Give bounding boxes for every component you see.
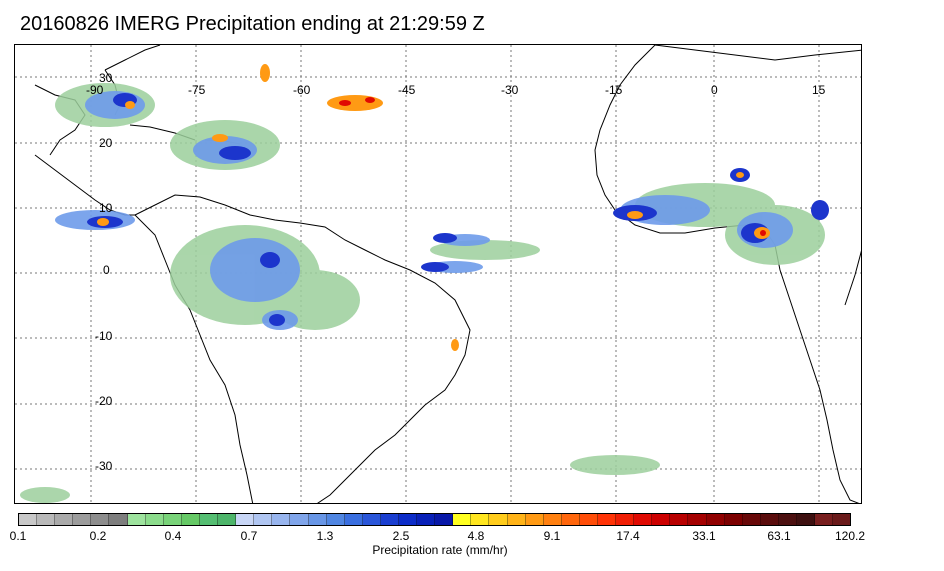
precipitation-colorbar — [18, 513, 851, 526]
colorbar-swatch — [272, 514, 291, 525]
lon-label: 15 — [812, 83, 826, 97]
lon-label: -15 — [605, 83, 623, 97]
colorbar-swatch — [760, 514, 779, 525]
colorbar-swatch — [19, 514, 38, 525]
colorbar-swatch — [742, 514, 761, 525]
colorbar-swatch — [797, 514, 816, 525]
lat-label: -30 — [95, 459, 113, 473]
colorbar-tick-label: 1.3 — [316, 529, 334, 543]
colorbar-swatch — [127, 514, 146, 525]
colorbar-tick-label: 0.4 — [164, 529, 182, 543]
precipitation-cells — [20, 64, 829, 503]
colorbar-swatch — [507, 514, 526, 525]
colorbar-swatch — [380, 514, 399, 525]
colorbar-swatch — [579, 514, 598, 525]
colorbar-swatch — [670, 514, 689, 525]
colorbar-tick-label: 2.5 — [392, 529, 410, 543]
colorbar-swatch — [55, 514, 74, 525]
colorbar-label: Precipitation rate (mm/hr) — [372, 543, 508, 557]
africa-horn — [844, 250, 861, 306]
lon-label: -45 — [398, 83, 416, 97]
colorbar-tick-label: 120.2 — [834, 529, 866, 543]
colorbar-swatch — [688, 514, 707, 525]
lat-label: -10 — [95, 329, 113, 343]
lon-label: 0 — [711, 83, 718, 97]
colorbar-swatch — [73, 514, 92, 525]
lon-label: -75 — [188, 83, 206, 97]
colorbar-swatch — [290, 514, 309, 525]
colorbar-swatch — [435, 514, 454, 525]
colorbar-swatch — [109, 514, 128, 525]
colorbar-swatch — [254, 514, 273, 525]
lat-label: 30 — [99, 71, 113, 85]
colorbar-swatch — [616, 514, 635, 525]
africa-west-coast — [594, 45, 860, 503]
colorbar-swatch — [598, 514, 617, 525]
colorbar-swatch — [489, 514, 508, 525]
coastlines — [34, 45, 861, 503]
colorbar-swatch — [236, 514, 255, 525]
colorbar-swatch — [308, 514, 327, 525]
colorbar-swatch — [634, 514, 653, 525]
colorbar-tick-label: 9.1 — [543, 529, 561, 543]
colorbar-swatch — [145, 514, 164, 525]
colorbar-swatch — [561, 514, 580, 525]
lon-label: -30 — [501, 83, 519, 97]
map-title: 20160826 IMERG Precipitation ending at 2… — [20, 13, 485, 35]
colorbar-swatch — [778, 514, 798, 525]
precipitation-map: -90 -75 -60 -45 -30 -15 0 15 30 20 10 0 … — [14, 44, 862, 504]
colorbar-swatch — [181, 514, 200, 525]
colorbar-swatch — [833, 514, 851, 525]
colorbar-swatch — [453, 514, 472, 525]
africa-north — [654, 45, 861, 61]
map-canvas — [15, 45, 861, 503]
colorbar-swatch — [652, 514, 671, 525]
colorbar-tick-label: 0.2 — [89, 529, 107, 543]
colorbar-tick-label: 0.7 — [240, 529, 258, 543]
lat-label: 0 — [103, 263, 110, 277]
lat-label: 10 — [99, 201, 113, 215]
central-america — [34, 154, 135, 216]
us-east-coast — [104, 45, 161, 71]
gridlines — [15, 45, 861, 503]
south-america-coast — [134, 194, 471, 503]
colorbar-tick-label: 63.1 — [767, 529, 791, 543]
colorbar-swatch — [344, 514, 363, 525]
south-america-west — [134, 214, 254, 503]
colorbar-swatch — [37, 514, 56, 525]
colorbar-swatch — [91, 514, 110, 525]
colorbar-swatch — [326, 514, 345, 525]
colorbar-swatch — [199, 514, 219, 525]
colorbar-tick-label: 4.8 — [467, 529, 485, 543]
colorbar-swatch — [417, 514, 436, 525]
colorbar-tick-label: 33.1 — [692, 529, 716, 543]
lat-label: -20 — [95, 394, 113, 408]
colorbar-swatch — [362, 514, 381, 525]
colorbar-swatch — [706, 514, 725, 525]
colorbar-swatch — [398, 514, 418, 525]
colorbar-tick-label: 0.1 — [9, 529, 27, 543]
colorbar-swatch — [163, 514, 182, 525]
lon-label: -60 — [293, 83, 311, 97]
colorbar-swatch — [543, 514, 562, 525]
lat-label: 20 — [99, 136, 113, 150]
colorbar-tick-label: 17.4 — [616, 529, 640, 543]
colorbar-swatch — [525, 514, 544, 525]
colorbar-swatch — [471, 514, 490, 525]
colorbar-swatch — [815, 514, 834, 525]
colorbar-swatch — [218, 514, 237, 525]
colorbar-swatch — [724, 514, 743, 525]
lon-label: -90 — [86, 83, 104, 97]
